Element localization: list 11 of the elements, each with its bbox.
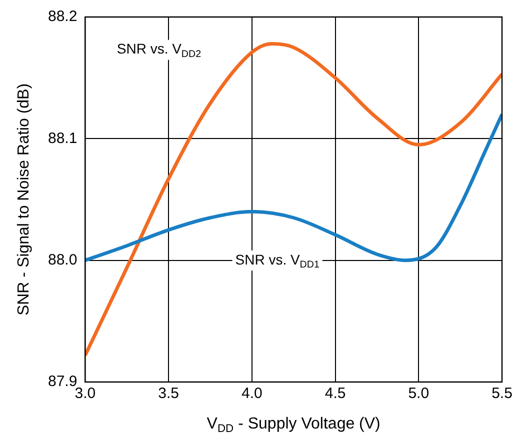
- x-tick-label: 5.5: [492, 385, 512, 402]
- x-tick-label: 5.0: [408, 385, 430, 402]
- line-series: [85, 42, 502, 357]
- x-tick-label: 3.0: [74, 385, 96, 402]
- x-tick-label: 4.0: [241, 385, 262, 402]
- y-tick-label: 88.0: [48, 251, 78, 268]
- x-tick-label: 3.5: [158, 385, 179, 402]
- y-tick-label: 88.1: [48, 130, 78, 147]
- y-axis-title: SNR - Signal to Noise Ratio (dB): [15, 83, 32, 316]
- x-tick-label: 4.5: [324, 385, 346, 402]
- y-tick-label: 88.2: [48, 8, 78, 26]
